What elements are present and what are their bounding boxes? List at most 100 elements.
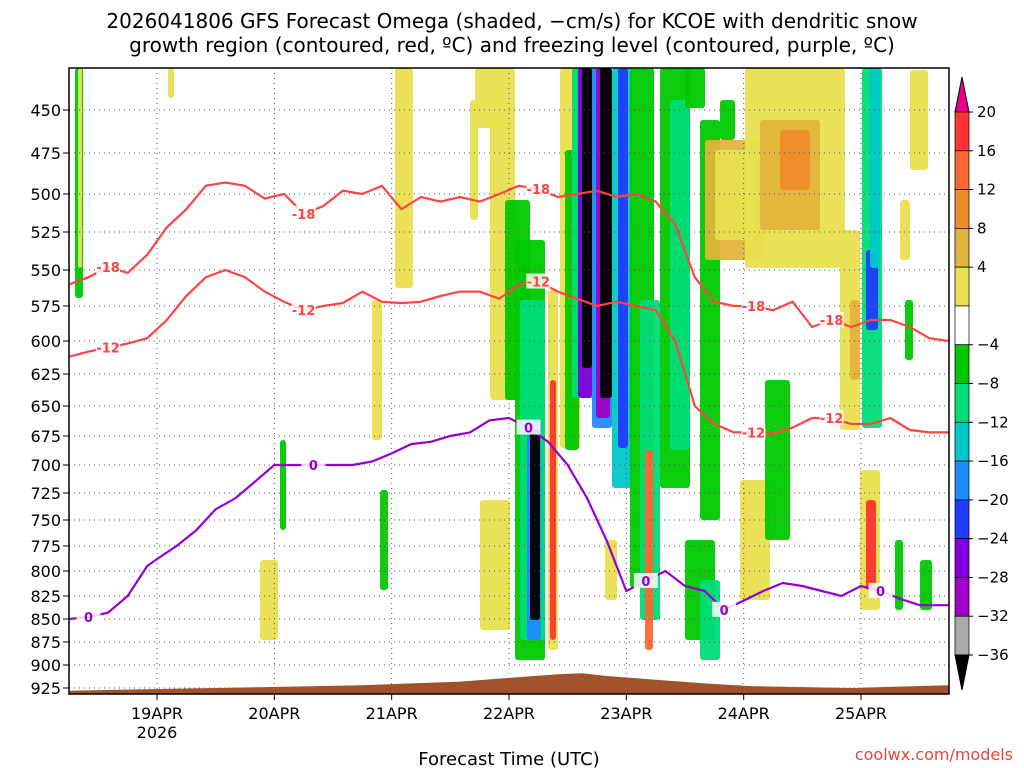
omega-blob-24 bbox=[645, 450, 653, 650]
contour-label-1-2: -12 bbox=[527, 276, 551, 291]
contour-label-bg-1-3 bbox=[741, 424, 766, 440]
colorbar-box-7 bbox=[954, 344, 970, 384]
x-tick-label-25APR: 25APR bbox=[835, 704, 887, 723]
contour-label-1-3: -12 bbox=[742, 426, 766, 441]
omega-blob-3 bbox=[475, 68, 515, 128]
colorbar-label-12: −32 bbox=[977, 607, 1009, 625]
omega-blob-2 bbox=[470, 100, 478, 220]
colorbar-box-14 bbox=[954, 615, 970, 656]
x-tick-sublabel-19APR: 2026 bbox=[137, 723, 178, 742]
omega-blob-52 bbox=[260, 560, 278, 640]
colorbar-label-10: −24 bbox=[977, 530, 1009, 548]
omega-blob-54 bbox=[372, 300, 382, 440]
omega-blob-46 bbox=[740, 480, 770, 600]
terrain-fill bbox=[69, 673, 949, 694]
contour-line-0 bbox=[69, 181, 949, 343]
omega-blob-45 bbox=[480, 500, 510, 630]
y-tick-label-875: 875 bbox=[30, 633, 61, 652]
credit-text: coolwx.com/models bbox=[855, 745, 1013, 764]
y-tick-label-450: 450 bbox=[30, 101, 61, 120]
colorbar-box-5 bbox=[954, 266, 970, 307]
y-tick-label-475: 475 bbox=[30, 144, 61, 163]
colorbar-box-13 bbox=[954, 577, 970, 617]
x-tick-label-19APR: 19APR bbox=[131, 704, 183, 723]
contour-label-bg-1-4 bbox=[819, 410, 844, 425]
contour-label-0-2: -18 bbox=[527, 183, 551, 198]
contour-label-1-1: -12 bbox=[292, 304, 316, 319]
colorbar-box-1 bbox=[954, 111, 970, 152]
y-tick-label-800: 800 bbox=[30, 562, 61, 581]
y-tick-label-900: 900 bbox=[30, 656, 61, 675]
contour-label-2-4: 0 bbox=[720, 604, 729, 619]
chart-title-line1: 2026041806 GFS Forecast Omega (shaded, −… bbox=[106, 9, 917, 33]
x-tick-label-20APR: 20APR bbox=[248, 704, 300, 723]
y-tick-label-550: 550 bbox=[30, 261, 61, 280]
colorbar-box-8 bbox=[954, 383, 970, 423]
omega-blob-57 bbox=[920, 560, 932, 610]
contour-label-bg-0-3 bbox=[741, 298, 766, 313]
omega-blob-27 bbox=[685, 68, 705, 108]
contour-label-bg-1-2 bbox=[526, 273, 551, 289]
y-axis-ticks: 450 475 500 525 550 575 600 625 650 675 700 725 750 7… bbox=[30, 101, 69, 698]
y-tick-label-825: 825 bbox=[30, 587, 61, 606]
y-tick-label-750: 750 bbox=[30, 511, 61, 530]
y-tick-label-700: 700 bbox=[30, 456, 61, 475]
x-tick-label-21APR: 21APR bbox=[366, 704, 418, 723]
colorbar-box-3 bbox=[954, 189, 970, 229]
contour-label-2-1: 0 bbox=[309, 459, 318, 474]
chart-title-line2: growth region (contoured, red, ºC) and f… bbox=[129, 33, 895, 57]
y-tick-label-850: 850 bbox=[30, 610, 61, 629]
contour-label-bg-2-3 bbox=[633, 573, 658, 588]
omega-blob-47 bbox=[765, 380, 790, 540]
y-tick-label-525: 525 bbox=[30, 223, 61, 242]
terrain-area bbox=[69, 673, 949, 694]
omega-blob-16 bbox=[582, 68, 592, 368]
colorbar-label-11: −28 bbox=[977, 568, 1009, 586]
y-tick-label-925: 925 bbox=[30, 679, 61, 698]
contour-label-0-1: -18 bbox=[292, 208, 316, 223]
colorbar-top-arrow bbox=[954, 76, 970, 113]
colorbar-label-0: 20 bbox=[977, 103, 996, 121]
omega-blob-41 bbox=[866, 500, 876, 590]
contour-line-1 bbox=[69, 268, 949, 435]
colorbar-box-11 bbox=[954, 499, 970, 539]
omega-blob-19 bbox=[600, 68, 612, 398]
colorbar: 20 16 12 8 4 −4 −8 −12 −16 −20 −24 −28 −32 −36 bbox=[954, 76, 1009, 691]
omega-shading bbox=[75, 68, 932, 660]
omega-blob-49 bbox=[700, 580, 720, 660]
x-tick-label-22APR: 22APR bbox=[483, 704, 535, 723]
contour-lines: -18 -18 -18 -18 -18 -12 -12 -12 -12 -12 0 0 0 0 0 0 bbox=[69, 181, 949, 626]
omega-blob-11 bbox=[550, 380, 556, 640]
colorbar-box-2 bbox=[954, 150, 970, 190]
contour-label-2-3: 0 bbox=[641, 575, 650, 590]
colorbar-label-2: 12 bbox=[977, 181, 996, 199]
y-tick-label-625: 625 bbox=[30, 365, 61, 384]
contour-label-0-3: -18 bbox=[742, 300, 766, 315]
contour-label-bg-0-0 bbox=[96, 258, 121, 274]
contour-label-bg-0-1 bbox=[291, 205, 316, 221]
x-tick-label-23APR: 23APR bbox=[600, 704, 652, 723]
y-tick-label-675: 675 bbox=[30, 427, 61, 446]
colorbar-label-8: −16 bbox=[977, 452, 1009, 470]
colorbar-label-3: 8 bbox=[977, 219, 987, 237]
contour-line-2 bbox=[69, 416, 949, 621]
contour-label-bg-2-0 bbox=[76, 609, 101, 625]
contour-label-bg-2-1 bbox=[301, 457, 326, 472]
colorbar-label-4: 4 bbox=[977, 258, 987, 276]
colorbar-box-6 bbox=[954, 305, 970, 346]
colorbar-label-9: −20 bbox=[977, 491, 1009, 509]
y-tick-label-500: 500 bbox=[30, 185, 61, 204]
colorbar-box-10 bbox=[954, 460, 970, 501]
colorbar-label-13: −36 bbox=[977, 646, 1009, 664]
omega-blob-39 bbox=[870, 68, 880, 268]
omega-blob-55 bbox=[380, 490, 388, 590]
colorbar-box-4 bbox=[954, 228, 970, 268]
contour-label-bg-0-4 bbox=[819, 312, 844, 327]
contour-label-0-4: -18 bbox=[820, 314, 844, 329]
omega-blob-26 bbox=[670, 100, 690, 450]
omega-blob-53 bbox=[280, 440, 286, 530]
omega-blob-9 bbox=[530, 430, 540, 620]
contour-label-bg-1-1 bbox=[291, 302, 316, 318]
omega-blob-56 bbox=[605, 540, 617, 600]
omega-blob-1 bbox=[395, 68, 413, 288]
